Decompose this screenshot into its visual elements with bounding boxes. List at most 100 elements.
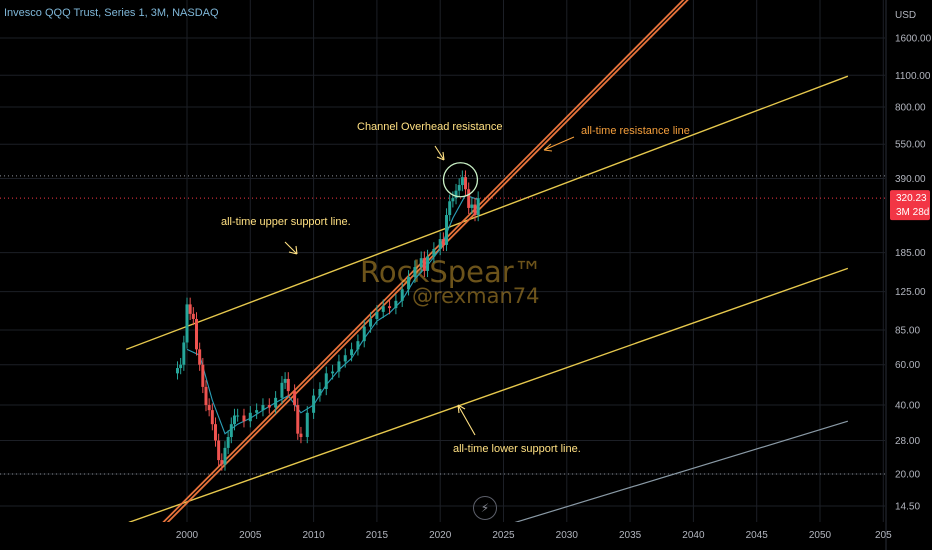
candle-body — [445, 215, 449, 245]
y-tick-label: 1100.00 — [895, 71, 931, 82]
chart-title: Invesco QQQ Trust, Series 1, 3M, NASDAQ — [4, 7, 219, 19]
x-tick-label: 2040 — [682, 530, 705, 541]
x-tick-label: 2000 — [176, 530, 199, 541]
annotation-resistance-line: all-time resistance line — [581, 125, 690, 137]
price-badge-value: 320.23 — [896, 193, 927, 204]
trend-line-resistance — [162, 0, 685, 522]
candle-body — [362, 326, 366, 342]
y-tick-label: 60.00 — [895, 360, 920, 371]
candle-body — [476, 198, 480, 216]
candle-body — [388, 306, 392, 309]
x-tick-label: 205 — [875, 530, 892, 541]
y-tick-label: 800.00 — [895, 102, 926, 113]
candle-body — [213, 424, 217, 441]
candle-body — [381, 306, 385, 312]
candle-body — [185, 304, 189, 343]
y-tick-label: 85.00 — [895, 326, 920, 337]
candle-body — [457, 185, 461, 191]
trend-line-grey-channel — [514, 420, 849, 522]
x-tick-label: 2020 — [429, 530, 452, 541]
candle-body — [413, 267, 417, 277]
axes: USD 2000 2005 2010 2015 2020 2025 2030 2035 2040… — [176, 0, 932, 550]
y-tick-label: 40.00 — [895, 401, 920, 412]
candle-body — [299, 433, 303, 438]
annotation-channel-resistance: Channel Overhead resistance — [357, 121, 503, 133]
x-tick-label: 2010 — [302, 530, 325, 541]
lightning-icon[interactable]: ⚡ — [473, 496, 497, 520]
y-tick-label: 185.00 — [895, 248, 926, 259]
x-tick-label: 2005 — [239, 530, 262, 541]
candle-body — [232, 415, 236, 425]
candle-body — [432, 248, 436, 257]
candle-body — [422, 258, 426, 271]
candles — [176, 170, 480, 471]
candle-body — [194, 318, 198, 350]
candle-body — [375, 311, 379, 319]
candle-body — [454, 190, 458, 199]
arrow-lower-support — [457, 404, 476, 436]
currency-label: USD — [895, 10, 916, 21]
candle-body — [467, 189, 471, 208]
candle-body — [223, 447, 227, 465]
candle-body — [324, 373, 328, 389]
candle-body — [441, 239, 445, 245]
candle-body — [274, 397, 278, 408]
x-tick-label: 2015 — [366, 530, 389, 541]
candle-body — [296, 405, 300, 434]
candle-body — [176, 368, 180, 374]
candle-body — [356, 341, 360, 350]
y-tick-label: 390.00 — [895, 174, 926, 185]
trend-line-resistance-b — [166, 0, 689, 522]
annotations: Channel Overhead resistance all-time res… — [221, 121, 690, 455]
trend-line-lower-support — [128, 267, 849, 522]
candle-body — [201, 364, 205, 387]
candle-body — [204, 386, 208, 406]
x-tick-label: 2030 — [556, 530, 579, 541]
candle-body — [293, 391, 297, 406]
candle-body — [255, 410, 259, 413]
candle-body — [419, 258, 423, 268]
price-badge-box — [890, 190, 930, 221]
candle-body — [236, 415, 240, 417]
y-tick-label: 125.00 — [895, 287, 926, 298]
candle-body — [470, 204, 474, 208]
trend-lines — [125, 0, 849, 522]
trend-line-upper-support — [125, 75, 849, 351]
x-tick-label: 2045 — [746, 530, 769, 541]
candle-body — [267, 405, 271, 408]
watermark-brand: RockSpear™ — [360, 255, 543, 289]
candle-body — [182, 342, 186, 365]
candle-body — [394, 300, 398, 309]
x-tick-label: 2050 — [809, 530, 832, 541]
arrow-resistance-line — [543, 136, 575, 152]
watermark-handle: @rexman74 — [412, 284, 540, 308]
candle-body — [318, 388, 322, 396]
x-tick-label: 2035 — [619, 530, 642, 541]
candle-body — [337, 361, 341, 372]
candle-body — [473, 204, 477, 216]
candle-body — [407, 276, 411, 290]
y-tick-label: 20.00 — [895, 470, 920, 481]
candle-body — [248, 412, 252, 422]
candle-body — [464, 177, 468, 190]
candle-body — [229, 424, 233, 438]
candle-body — [226, 437, 230, 448]
y-tick-label: 1600.00 — [895, 34, 932, 45]
candle-body — [286, 378, 290, 392]
candle-body — [207, 405, 211, 411]
candle-body — [312, 395, 316, 413]
candle-body — [283, 378, 287, 383]
price-badge-countdown: 3M 28d — [896, 207, 929, 218]
candle-body — [280, 382, 284, 398]
candle-body — [242, 415, 246, 422]
candle-body — [210, 410, 214, 425]
candle-body — [438, 239, 442, 249]
y-tick-label: 28.00 — [895, 436, 920, 447]
annotation-lower-support: all-time lower support line. — [453, 443, 581, 455]
y-tick-label: 14.50 — [895, 501, 920, 512]
x-tick-label: 2025 — [492, 530, 515, 541]
candle-body — [220, 460, 224, 465]
candle-body — [305, 412, 309, 438]
